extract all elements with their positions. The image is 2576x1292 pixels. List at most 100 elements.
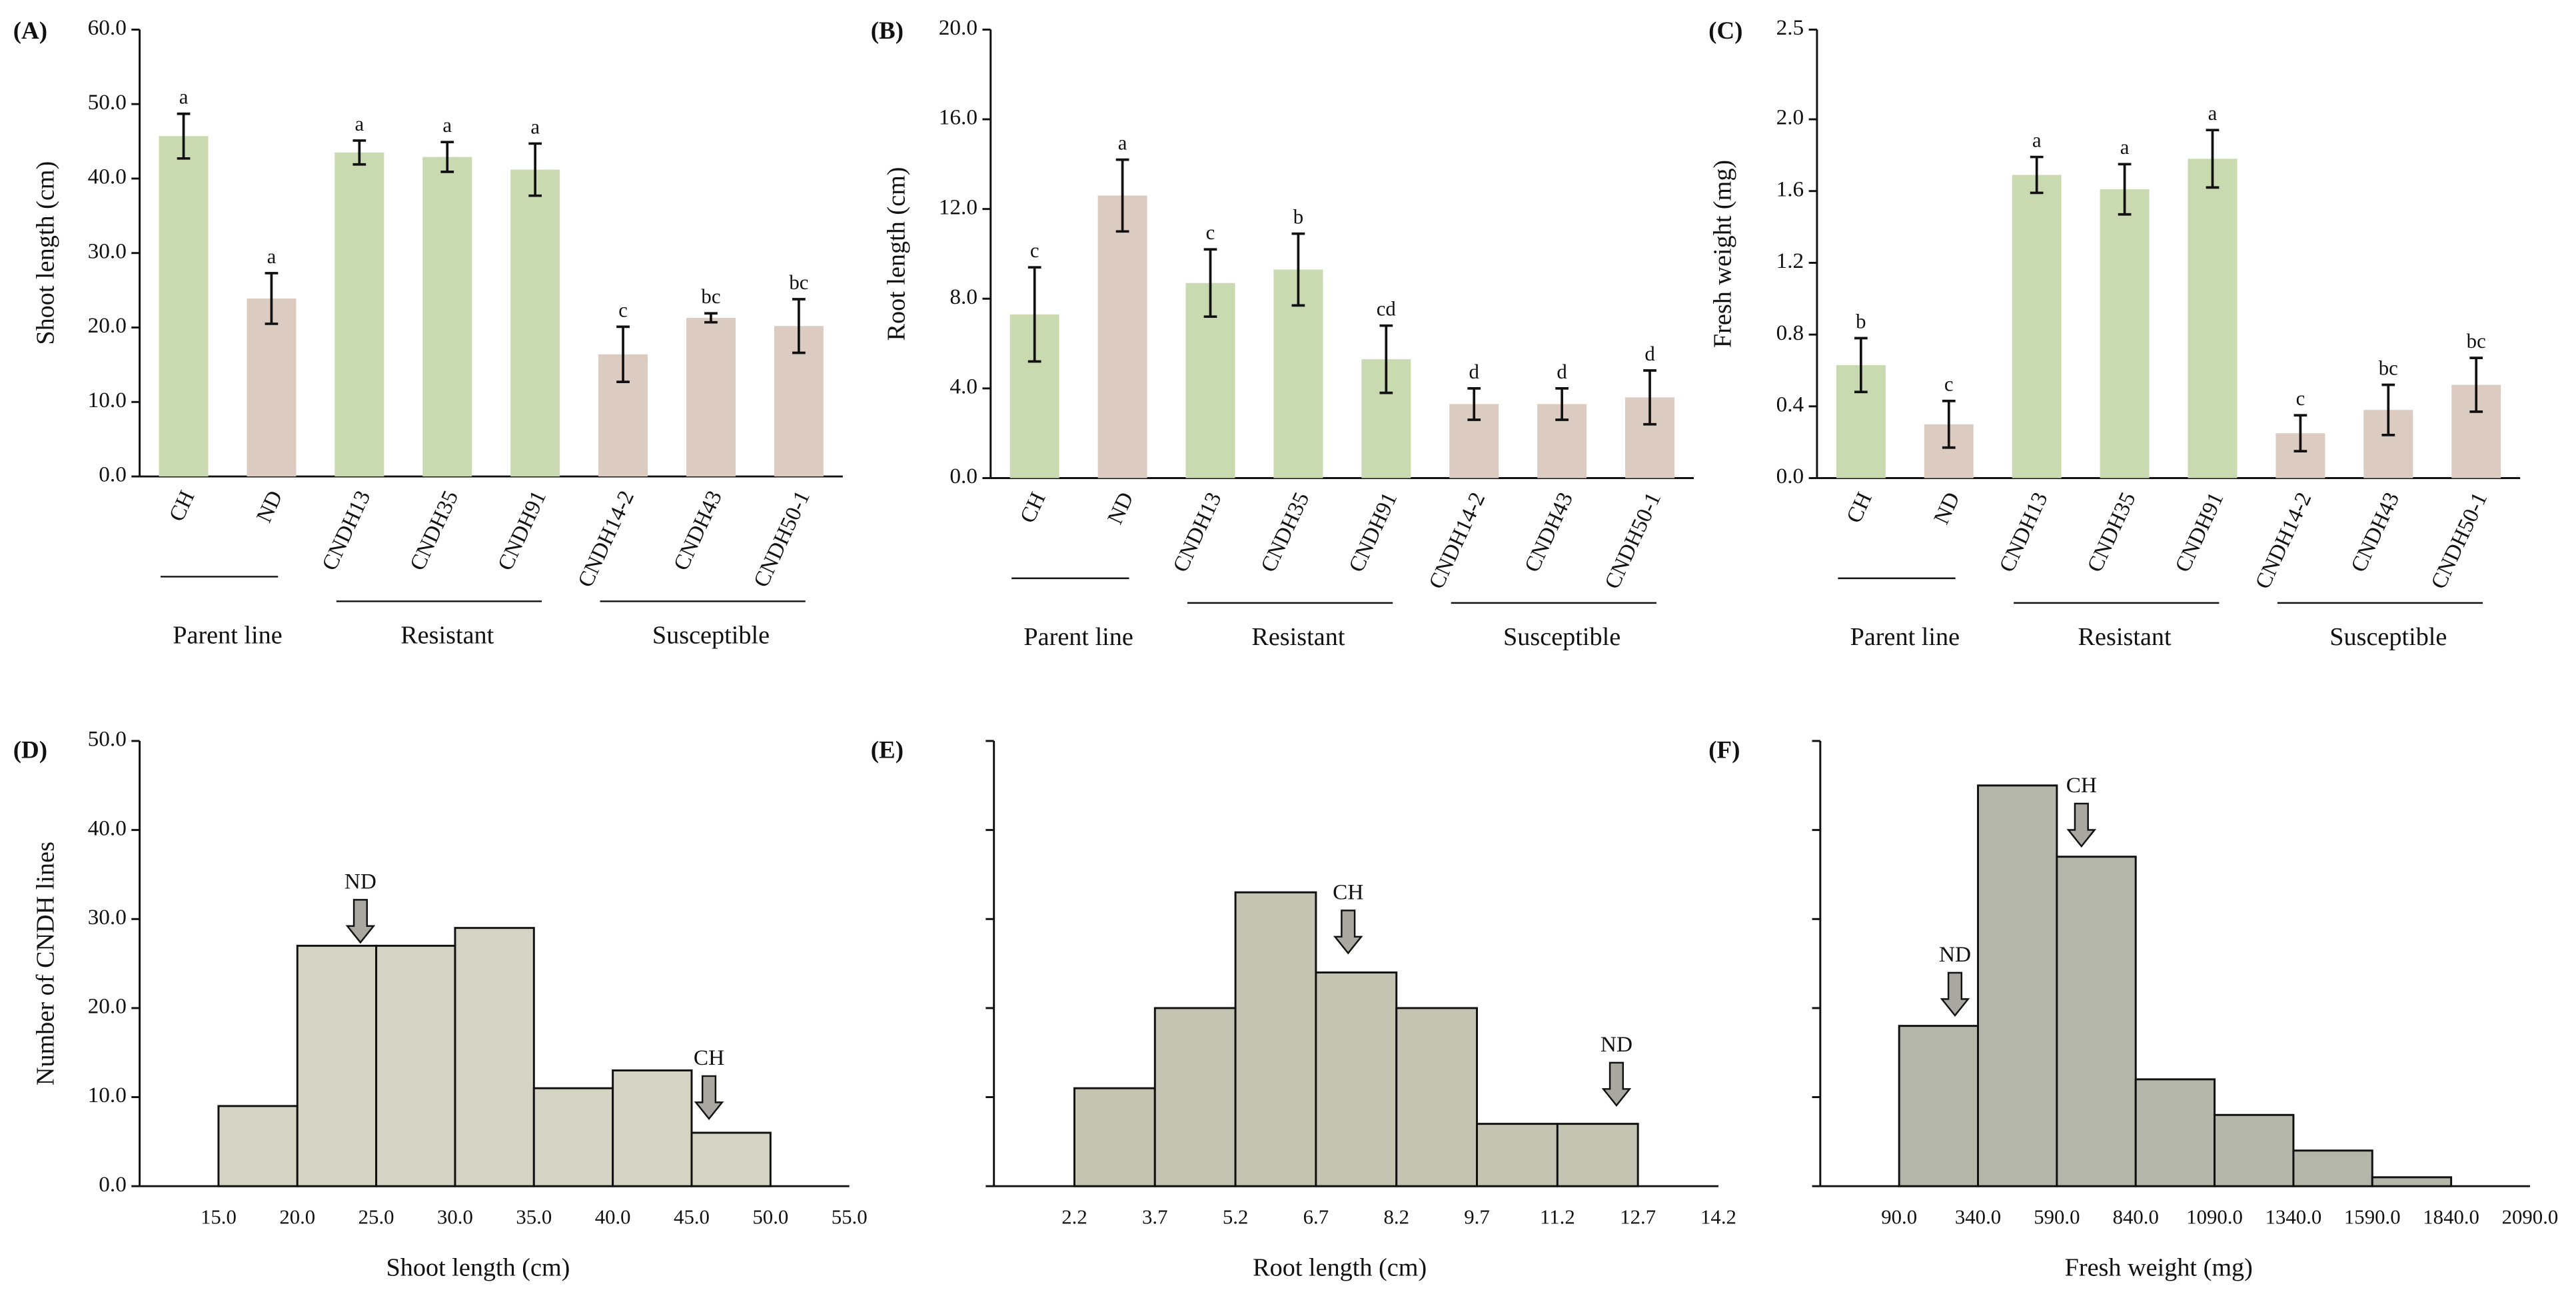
x-tick-label: CNDH91 — [1344, 488, 1402, 576]
annotation-label: ND — [1601, 1032, 1632, 1057]
annotation-label: ND — [1939, 942, 1971, 967]
significance-letter: c — [618, 299, 628, 321]
x-tick-label: CNDH13 — [1168, 488, 1226, 576]
x-tick-label: CNDH14-2 — [1424, 488, 1490, 592]
x-tick-label: CNDH35 — [1256, 488, 1314, 576]
annotation-arrow — [1940, 971, 1970, 1017]
significance-letter: c — [1206, 221, 1215, 244]
annotation-arrow — [345, 899, 376, 944]
x-tick-label: 1090.0 — [2186, 1206, 2243, 1229]
significance-letter: c — [1030, 239, 1039, 262]
y-tick-label: 0.4 — [1776, 392, 1804, 416]
y-tick-label: 40.0 — [88, 165, 127, 189]
x-tick-label: CNDH43 — [2346, 488, 2404, 576]
x-tick-label: 55.0 — [832, 1206, 868, 1229]
x-tick-label: CH — [164, 487, 199, 526]
y-tick-label: 50.0 — [88, 90, 127, 115]
x-tick-label: 2.2 — [1061, 1206, 1087, 1229]
group-label: Susceptible — [1503, 623, 1620, 651]
significance-letter: a — [2032, 129, 2042, 151]
x-tick-label: CNDH50-1 — [749, 487, 815, 591]
y-axis-title: Shoot length (cm) — [31, 161, 59, 345]
significance-letter: a — [442, 114, 452, 137]
significance-letter: a — [2208, 102, 2218, 125]
bar — [422, 157, 472, 477]
annotation-label: CH — [1333, 880, 1363, 904]
histogram-bar — [1476, 1123, 1559, 1187]
histogram-bar — [2292, 1149, 2373, 1187]
histogram-bar — [217, 1105, 299, 1187]
x-tick-label: CNDH13 — [317, 487, 375, 574]
y-axis-title: Number of CNDH lines — [31, 842, 59, 1085]
significance-letter: d — [1557, 360, 1567, 383]
histogram-bar — [296, 944, 378, 1187]
x-tick-label: 6.7 — [1303, 1206, 1329, 1229]
x-tick-label: 35.0 — [516, 1206, 552, 1229]
panel-label: (A) — [13, 17, 47, 45]
significance-letter: a — [355, 113, 364, 135]
significance-letter: a — [179, 86, 189, 109]
y-tick-label: 1.6 — [1776, 177, 1804, 201]
x-tick-label: ND — [1929, 488, 1965, 528]
y-axis-title: Root length (cm) — [882, 167, 910, 340]
y-tick-label: 60.0 — [88, 15, 127, 40]
x-tick-label: 40.0 — [595, 1206, 631, 1229]
x-tick-label: 90.0 — [1881, 1206, 1917, 1229]
bar — [247, 298, 297, 477]
x-tick-label: 50.0 — [752, 1206, 788, 1229]
significance-letter: bc — [701, 285, 720, 308]
x-tick-label: CNDH14-2 — [2250, 488, 2316, 592]
y-tick-label: 30.0 — [88, 239, 127, 263]
y-tick-label: 4.0 — [950, 374, 977, 399]
significance-letter: b — [1293, 206, 1303, 229]
y-tick-label: 0.0 — [99, 462, 127, 487]
y-tick-label: 10.0 — [88, 388, 127, 412]
x-tick-label: 9.7 — [1464, 1206, 1490, 1229]
histogram-bar — [690, 1131, 772, 1187]
significance-letter: bc — [2379, 356, 2398, 379]
significance-letter: b — [1856, 310, 1866, 332]
bar — [2100, 189, 2150, 478]
x-tick-label: CNDH14-2 — [573, 487, 639, 591]
group-label: Parent line — [173, 621, 282, 649]
significance-letter: a — [267, 245, 277, 268]
group-label: Susceptible — [2329, 623, 2447, 651]
x-tick-label: ND — [252, 487, 288, 526]
histogram-bar — [1315, 971, 1398, 1187]
x-tick-label: 11.2 — [1540, 1206, 1575, 1229]
y-tick-label: 20.0 — [88, 994, 127, 1019]
x-tick-label: 840.0 — [2113, 1206, 2159, 1229]
significance-letter: a — [1118, 132, 1127, 155]
significance-letter: cd — [1377, 298, 1397, 321]
group-label: Parent line — [1023, 623, 1133, 651]
x-tick-label: 590.0 — [2034, 1206, 2080, 1229]
y-tick-label: 12.0 — [939, 195, 977, 219]
y-tick-label: 30.0 — [88, 905, 127, 930]
histogram-bar — [1073, 1087, 1156, 1187]
x-tick-label: 2090.0 — [2502, 1206, 2559, 1229]
histogram-bar — [1898, 1025, 1980, 1187]
panel-label: (F) — [1708, 736, 1740, 764]
x-tick-label: 30.0 — [437, 1206, 473, 1229]
annotation-label: CH — [2066, 773, 2097, 798]
histogram-bar — [2371, 1176, 2453, 1187]
significance-letter: bc — [2467, 330, 2486, 352]
significance-letter: d — [1469, 360, 1480, 383]
significance-letter: a — [530, 115, 540, 138]
y-tick-label: 16.0 — [939, 105, 977, 130]
x-tick-label: 340.0 — [1955, 1206, 2001, 1229]
x-axis-title: Shoot length (cm) — [386, 1254, 570, 1282]
significance-letter: c — [1944, 373, 1954, 396]
group-label: Resistant — [2078, 623, 2172, 651]
y-tick-label: 1.2 — [1776, 249, 1804, 273]
bar — [2188, 159, 2238, 478]
annotation-arrow — [1601, 1061, 1632, 1107]
bar — [2012, 175, 2062, 478]
y-tick-label: 0.0 — [1776, 464, 1804, 488]
x-tick-label: CNDH43 — [669, 487, 727, 574]
histogram-bar — [1153, 1007, 1237, 1187]
panel-label: (E) — [871, 736, 904, 764]
